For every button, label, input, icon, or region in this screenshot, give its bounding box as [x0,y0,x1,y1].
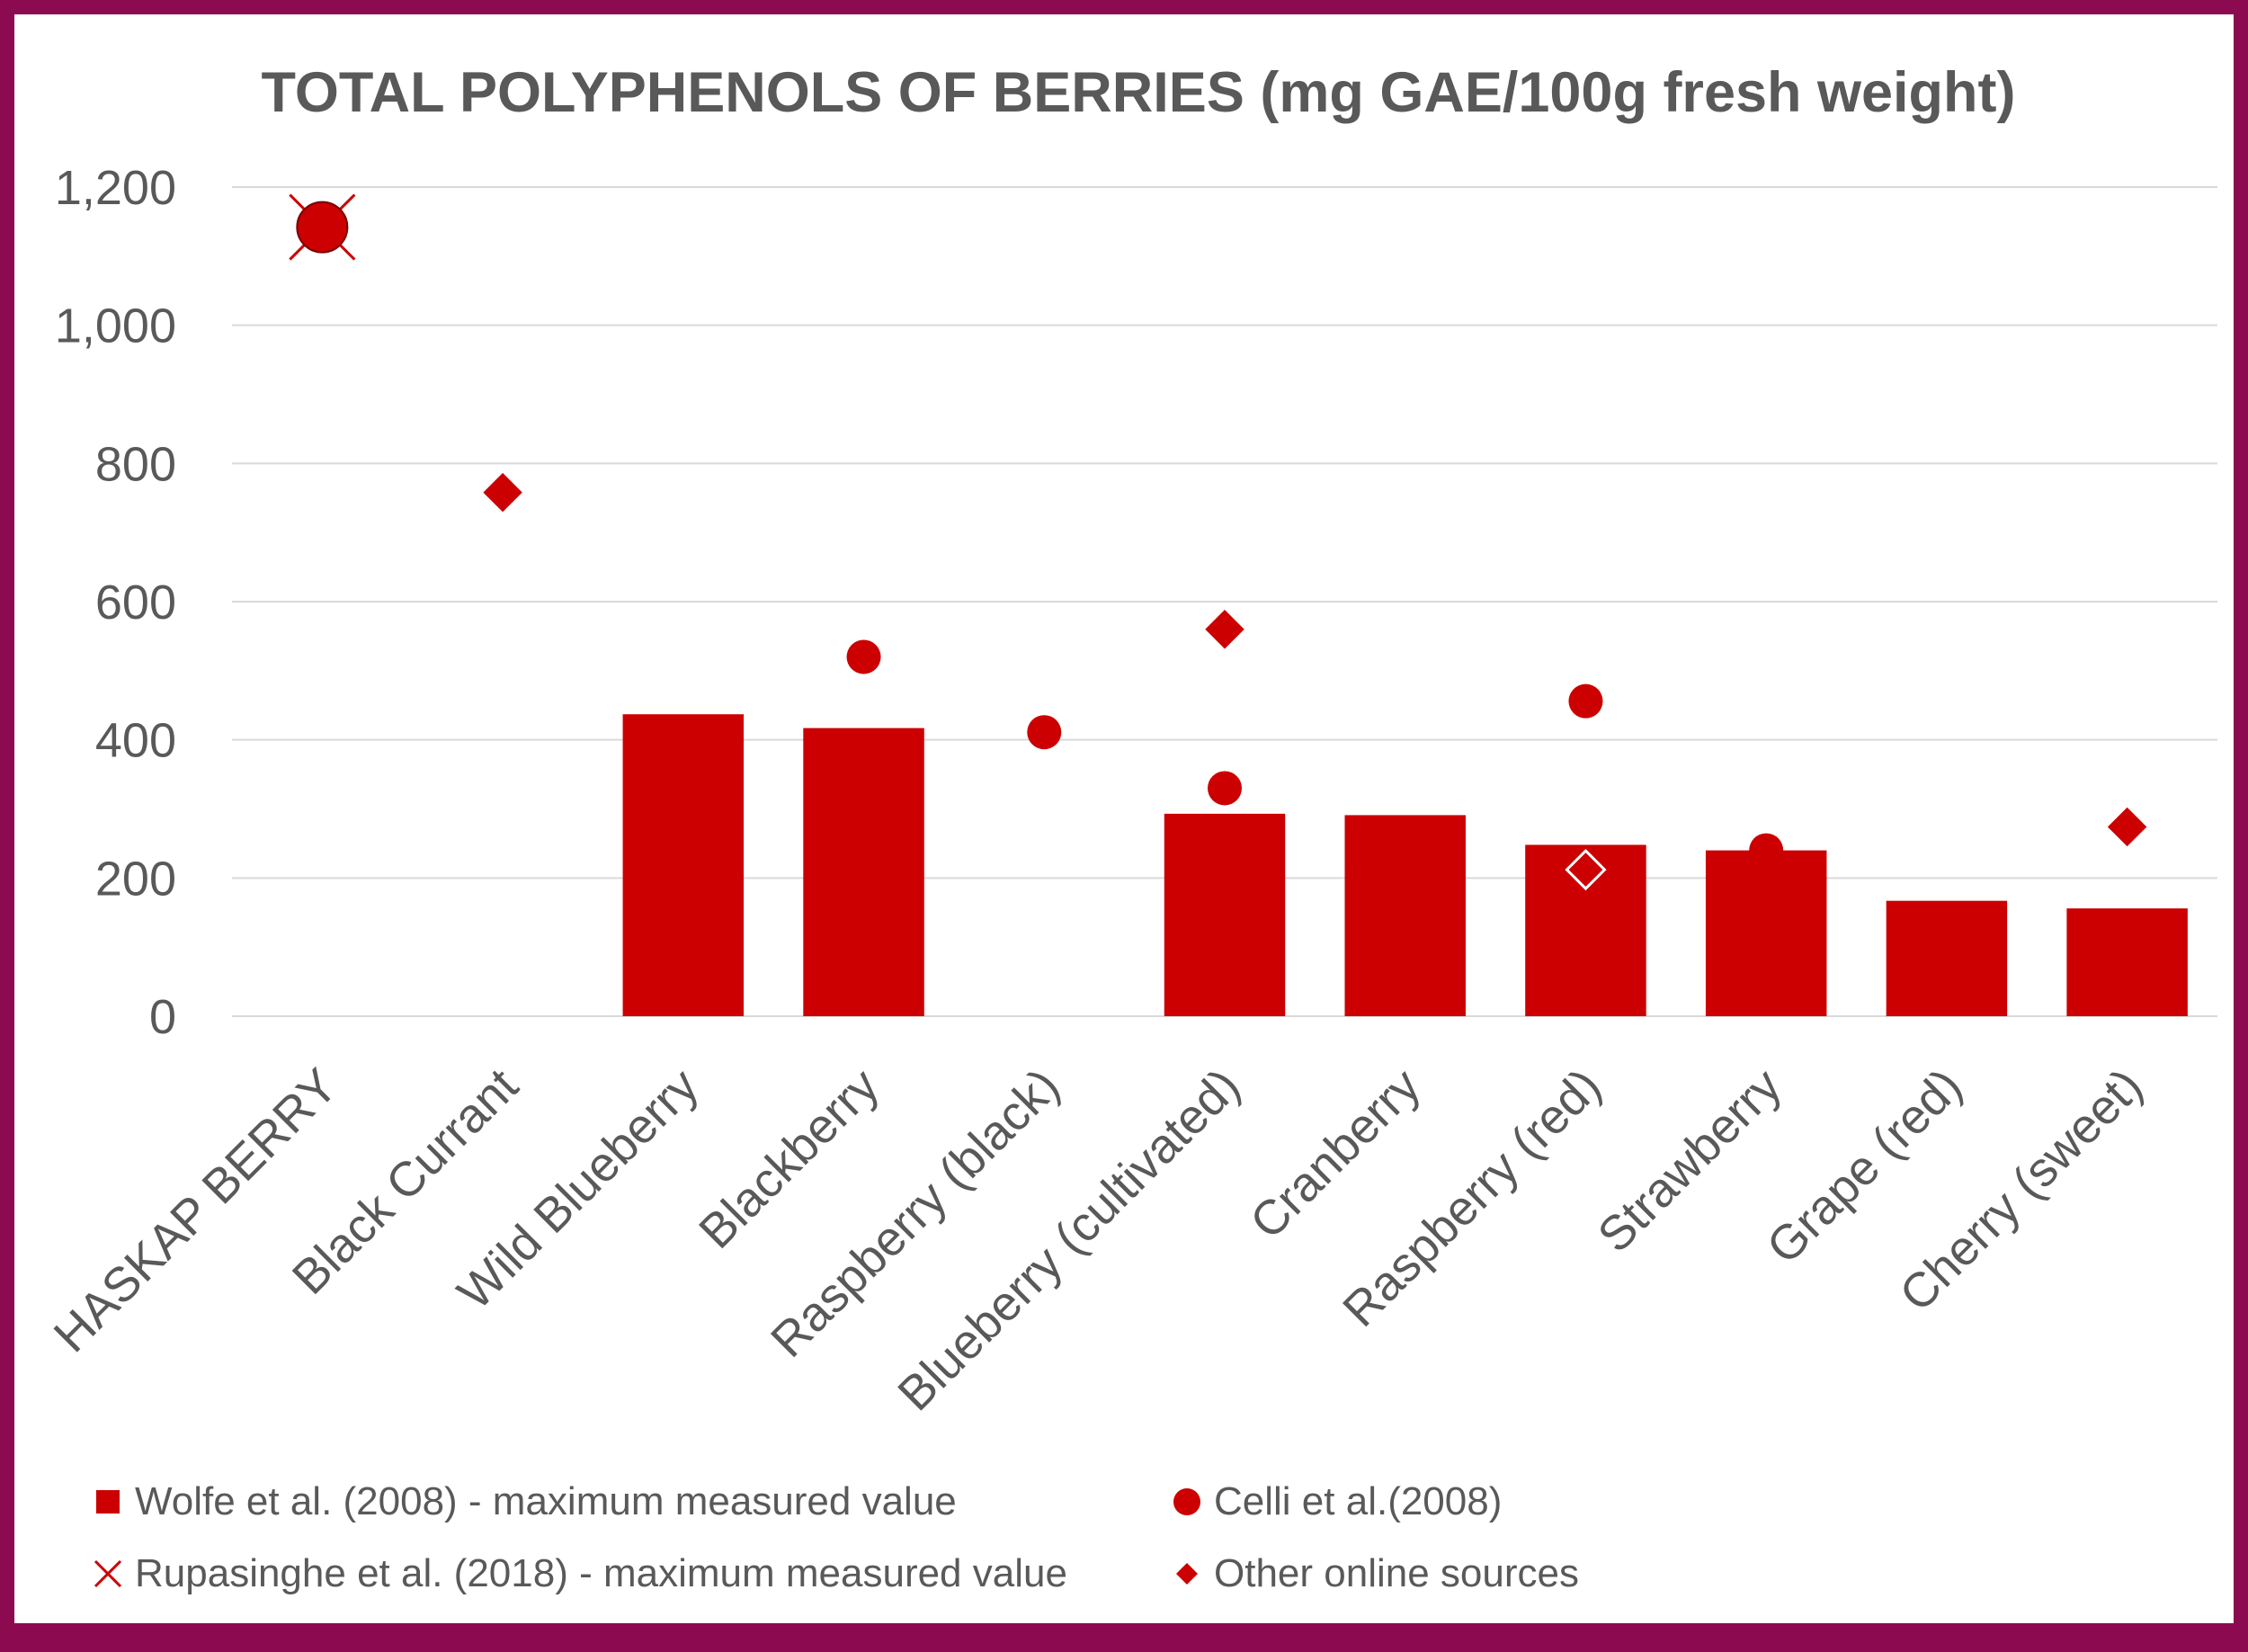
bar [2066,908,2188,1016]
legend-label: Wolfe et al. (2008) - maximum measured v… [135,1479,957,1523]
point-circle [846,639,881,674]
legend-item: Wolfe et al. (2008) - maximum measured v… [96,1479,957,1523]
marker-layer [289,193,2147,891]
legend-diamond-icon [1176,1563,1198,1585]
point-circle [1568,683,1603,719]
point-circle [1208,771,1242,806]
x-category-label: Blueberry (cultivated) [888,1058,1250,1421]
y-tick-label: 1,000 [55,299,176,353]
y-tick-label: 400 [95,714,176,768]
legend-item: Rupasinghe et al. (2018) - maximum measu… [94,1551,1067,1595]
bar-layer [622,714,2188,1016]
x-category-label: Cranberry [1240,1058,1431,1249]
y-tick-label: 800 [95,437,176,491]
grid-layer [232,186,2217,1017]
bar [1886,900,2008,1016]
bar [1164,813,1286,1016]
legend-label: Celli et al.(2008) [1214,1479,1502,1523]
legend-label: Rupasinghe et al. (2018) - maximum measu… [135,1551,1067,1595]
bar [803,728,924,1016]
legend: Wolfe et al. (2008) - maximum measured v… [94,1479,1579,1595]
chart: TOTAL POLYPHENOLS OF BERRIES (mg GAE/100… [44,61,2217,1595]
point-circle [296,201,349,254]
point-circle [1027,715,1062,750]
y-tick-label: 0 [149,990,176,1044]
y-tick-label: 1,200 [55,161,176,215]
bar [622,714,745,1016]
bar [1705,850,1827,1016]
point-circle [1749,833,1784,868]
legend-item: Other online sources [1176,1551,1579,1595]
point-diamond [2107,807,2147,847]
point-diamond [483,472,522,513]
bar [1525,844,1646,1016]
point-diamond [1205,610,1244,649]
legend-label: Other online sources [1214,1551,1579,1595]
legend-circle-icon [1173,1488,1200,1515]
legend-item: Celli et al.(2008) [1173,1479,1502,1523]
bar [1344,815,1466,1016]
chart-title: TOTAL POLYPHENOLS OF BERRIES (mg GAE/100… [262,61,2016,124]
x-category-label: HASKAP BERRY [44,1058,348,1362]
legend-square-icon [96,1490,120,1514]
y-tick-label: 200 [95,852,176,906]
x-category-label: Blackberry [689,1058,889,1259]
y-axis-ticks: 0 200 400 600 800 1,000 1,200 [55,161,176,1044]
y-tick-label: 600 [95,576,176,630]
legend-x-icon [94,1559,122,1588]
point-diamond-hollow [1565,848,1607,891]
